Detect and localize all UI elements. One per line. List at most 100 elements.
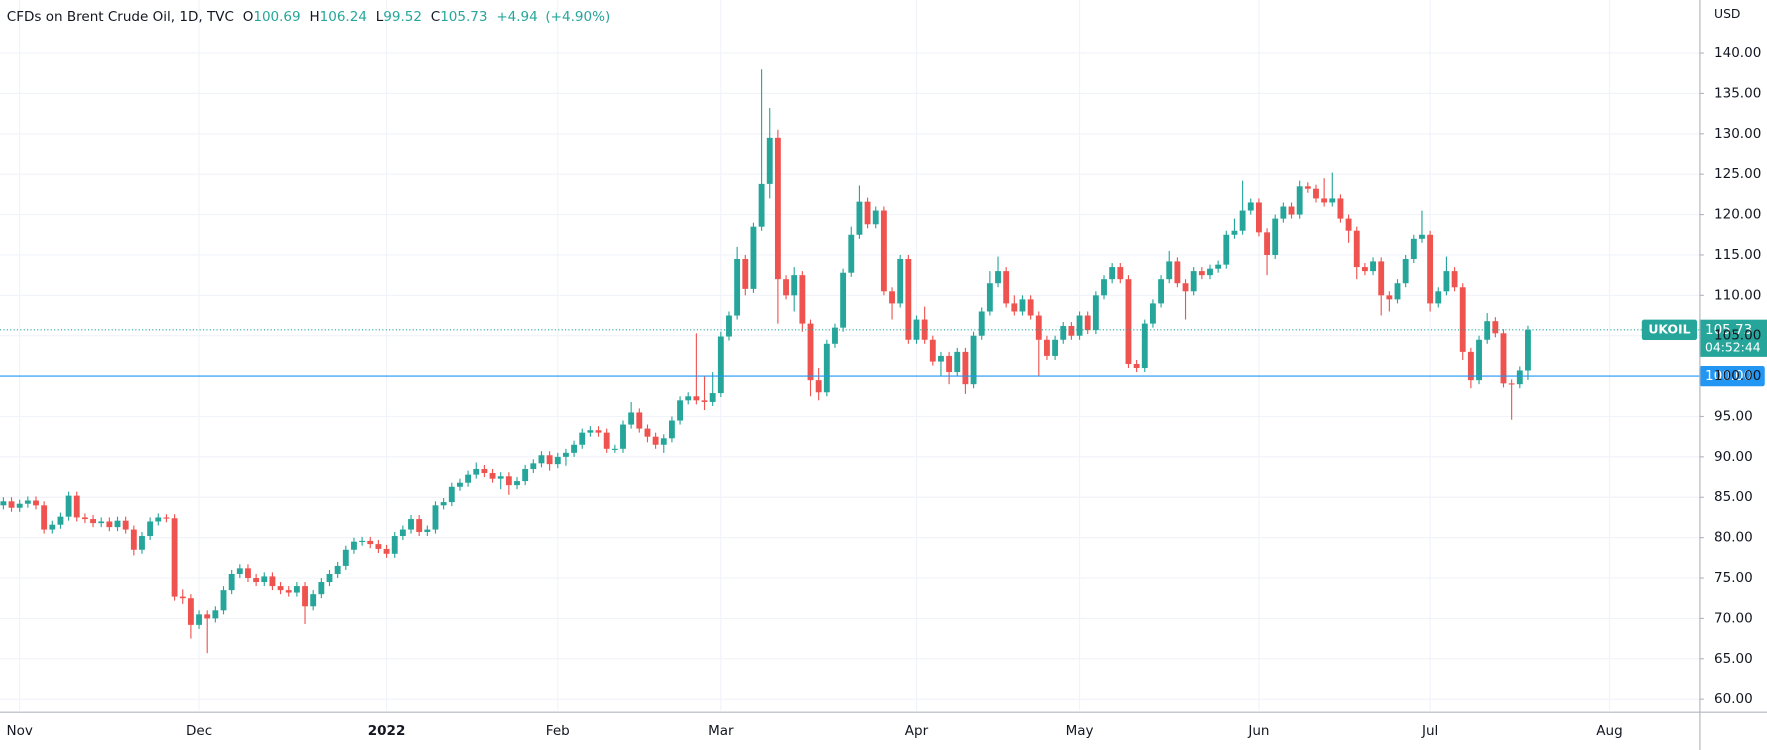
candle-body (1394, 283, 1401, 300)
candle-body (1378, 261, 1385, 296)
candle-body (383, 548, 390, 554)
candle-body (554, 456, 561, 465)
candle-body (1084, 315, 1091, 331)
candle-body (236, 568, 243, 574)
candle-body (1158, 279, 1165, 304)
horizontal-line-tag (1699, 365, 1765, 387)
candle-body (212, 610, 219, 619)
candle-body (1068, 326, 1075, 336)
candle-body (465, 474, 472, 483)
y-tick-label: 80.00 (1714, 530, 1753, 546)
y-tick-label: 120.00 (1714, 207, 1761, 223)
candle-body (1060, 326, 1067, 340)
candle-body (1467, 351, 1474, 381)
candle-body (318, 582, 325, 595)
candle-body (978, 311, 985, 336)
candle-body (1149, 303, 1156, 324)
candle-body (1035, 315, 1042, 340)
candle-body (302, 586, 308, 607)
candle-body (1264, 232, 1270, 255)
candle-body (660, 438, 667, 445)
open-value: 100.69 (253, 9, 300, 25)
candle-body (726, 315, 732, 337)
candle-body (1386, 295, 1393, 300)
candle-body (171, 518, 178, 597)
y-tick-label: 70.00 (1714, 610, 1753, 626)
candle-body (432, 505, 439, 530)
candle-body (579, 432, 586, 445)
candle-body (807, 323, 814, 381)
y-tick-label: 110.00 (1714, 287, 1761, 303)
candle-body (1052, 339, 1059, 356)
candle-body (1198, 271, 1205, 276)
y-tick-label: 65.00 (1714, 651, 1753, 667)
candle-body (24, 500, 31, 504)
candle-body (98, 521, 105, 524)
candle-body (163, 517, 170, 519)
candle-body (1345, 218, 1352, 231)
candle-body (310, 594, 317, 607)
candle-body (220, 590, 227, 611)
candle-body (359, 540, 366, 542)
candle-body (342, 549, 349, 566)
candle-body (538, 455, 545, 464)
low-value: 99.52 (383, 9, 422, 25)
y-tick-label: 105.00 (1714, 328, 1761, 344)
candle-body (522, 468, 529, 482)
y-tick-label: 135.00 (1714, 85, 1761, 101)
candle-body (668, 420, 675, 439)
candle-body (334, 565, 341, 574)
candle-body (1361, 267, 1368, 272)
candle-body (815, 380, 822, 393)
candle-body (611, 448, 618, 450)
candle-body (49, 524, 56, 530)
y-tick-label: 60.00 (1714, 691, 1753, 707)
x-tick-label: Dec (186, 723, 212, 739)
candle-body (481, 468, 488, 474)
candle-body (497, 476, 504, 479)
symbol-title: CFDs on Brent Crude Oil, 1D, TVC (7, 9, 234, 25)
candle-body (326, 573, 333, 583)
candle-body (799, 275, 806, 324)
candle-body (897, 258, 904, 304)
x-tick-label: Apr (905, 723, 929, 739)
candle-body (106, 521, 113, 528)
candle-body (1321, 198, 1328, 203)
candle-body (1109, 267, 1116, 280)
candle-body (90, 519, 96, 524)
currency-label: USD (1714, 6, 1740, 21)
candle-body (1402, 258, 1409, 284)
candle-body (1476, 339, 1482, 381)
candle-body (505, 476, 512, 486)
last-price-tag (1699, 319, 1767, 357)
candle-body (938, 355, 944, 362)
candle-body (1288, 206, 1295, 215)
candle-body (1443, 271, 1450, 292)
candle-body (880, 210, 887, 292)
candle-body (114, 520, 121, 528)
candle-body (228, 573, 235, 591)
candle-body (1133, 363, 1140, 369)
candle-body (391, 536, 398, 554)
symbol-label: UKOIL (1648, 321, 1690, 336)
legend-header: CFDs on Brent Crude Oil, 1D, TVC O100.69… (7, 9, 610, 25)
candle-body (1500, 333, 1507, 384)
candle-body (473, 468, 480, 475)
candle-body (595, 430, 602, 433)
candle-body (872, 210, 879, 225)
candle-body (986, 283, 993, 312)
countdown-label: 04:52:44 (1705, 339, 1761, 354)
candle-body (742, 258, 749, 289)
candle-body (913, 319, 920, 340)
candle-body (16, 503, 23, 508)
candle-body (293, 586, 300, 593)
candle-body (1484, 321, 1491, 340)
candle-body (1174, 261, 1181, 284)
candle-body (1329, 198, 1336, 203)
high-value: 106.24 (320, 9, 367, 25)
candle-body (1492, 321, 1499, 334)
candle-body (587, 430, 594, 433)
candle-body (717, 336, 724, 394)
candle-body (448, 486, 455, 503)
